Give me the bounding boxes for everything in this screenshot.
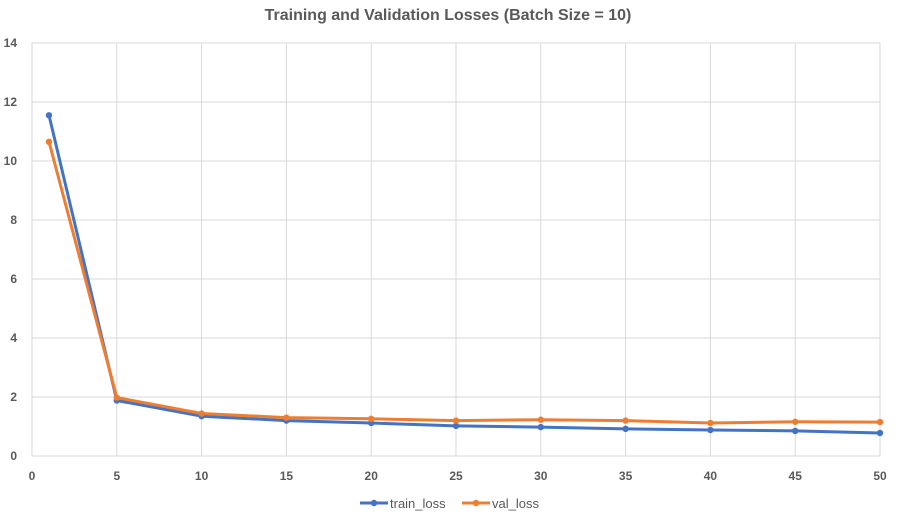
y-tick-label: 8 xyxy=(10,213,17,227)
x-tick-label: 30 xyxy=(534,469,548,483)
data-point-val_loss xyxy=(792,418,799,425)
y-tick-label: 10 xyxy=(4,154,18,168)
y-tick-label: 12 xyxy=(4,95,18,109)
x-tick-label: 5 xyxy=(113,469,120,483)
y-tick-label: 4 xyxy=(10,331,17,345)
legend: train_loss val_loss xyxy=(360,496,539,511)
chart-title: Training and Validation Losses (Batch Si… xyxy=(265,7,632,24)
data-point-train_loss xyxy=(622,425,629,433)
data-point-val_loss xyxy=(113,394,121,401)
data-point-train_loss xyxy=(792,427,799,435)
data-point-val_loss xyxy=(537,416,544,423)
y-axis-ticks: 0 2 4 6 8 10 12 14 xyxy=(4,36,18,463)
data-point-train_loss xyxy=(452,422,460,430)
x-axis-ticks: 0 5 10 15 20 25 30 35 40 45 50 xyxy=(29,469,887,483)
data-point-train_loss xyxy=(537,423,544,431)
data-point-val_loss xyxy=(622,417,629,424)
data-point-val_loss xyxy=(707,419,714,427)
legend-marker-val_loss xyxy=(472,499,480,507)
x-tick-label: 35 xyxy=(619,469,633,483)
y-tick-label: 14 xyxy=(4,36,18,50)
series-lines xyxy=(45,112,884,437)
data-point-val_loss xyxy=(283,414,290,421)
x-tick-label: 50 xyxy=(873,469,887,483)
x-tick-label: 15 xyxy=(280,469,294,483)
series-line-val_loss xyxy=(47,140,882,425)
series-line-train_loss xyxy=(47,113,882,435)
legend-label-train_loss: train_loss xyxy=(390,496,446,511)
data-point-train_loss xyxy=(45,112,53,119)
data-point-val_loss xyxy=(452,417,460,424)
x-tick-label: 45 xyxy=(789,469,803,483)
grid xyxy=(31,42,881,457)
x-tick-label: 40 xyxy=(704,469,718,483)
data-point-train_loss xyxy=(876,429,884,437)
data-point-val_loss xyxy=(45,138,53,146)
data-point-val_loss xyxy=(876,418,884,426)
y-tick-label: 2 xyxy=(10,390,17,404)
y-tick-label: 6 xyxy=(10,272,17,286)
x-tick-label: 20 xyxy=(365,469,379,483)
data-point-train_loss xyxy=(707,426,714,434)
x-tick-label: 0 xyxy=(29,469,36,483)
data-point-val_loss xyxy=(368,415,375,423)
y-tick-label: 0 xyxy=(10,449,17,463)
data-point-val_loss xyxy=(198,410,205,417)
x-tick-label: 25 xyxy=(449,469,463,483)
x-tick-label: 10 xyxy=(195,469,209,483)
legend-marker-train_loss xyxy=(370,499,378,507)
legend-label-val_loss: val_loss xyxy=(492,496,539,511)
